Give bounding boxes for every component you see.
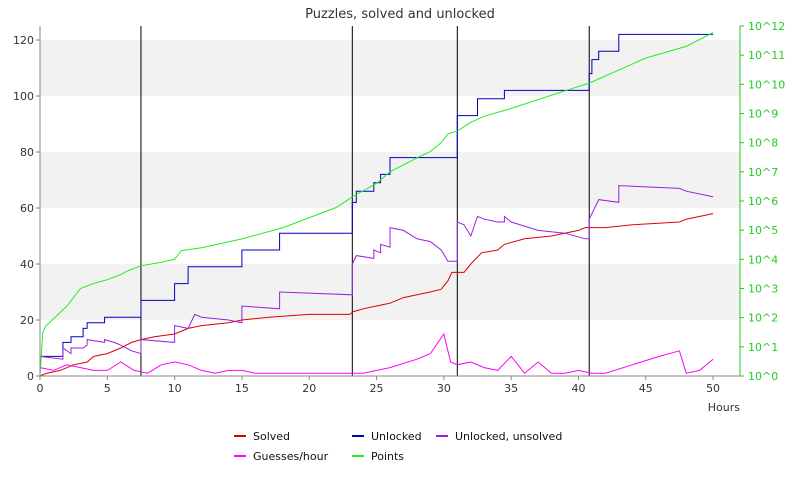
x-tick-label-10: 50 bbox=[706, 382, 720, 395]
x-axis-label: Hours bbox=[708, 401, 740, 414]
x-tick-label-4: 20 bbox=[302, 382, 316, 395]
y-tick-label-3: 60 bbox=[20, 202, 34, 215]
x-tick-label-9: 45 bbox=[639, 382, 653, 395]
series-line-guesses bbox=[39, 332, 714, 374]
y-tick-label-0: 0 bbox=[27, 370, 34, 383]
y2-axis-ticks: 10^0 10^1 10^2 10^3 10^4 10^5 10^6 10^7 10^8 10^9… bbox=[739, 20, 785, 383]
y2-tick-label-12: 10^12 bbox=[748, 20, 785, 33]
legend-label-unlocked_unsolved: Unlocked, unsolved bbox=[455, 430, 562, 443]
x-tick-label-8: 40 bbox=[571, 382, 585, 395]
y2-tick-label-6: 10^6 bbox=[748, 195, 778, 208]
legend-label-solved: Solved bbox=[253, 430, 290, 443]
y2-tick-label-10: 10^10 bbox=[748, 78, 785, 91]
grid-band-top bbox=[40, 26, 740, 40]
x-tick-label-0: 0 bbox=[37, 382, 44, 395]
y2-tick-label-8: 10^8 bbox=[748, 137, 778, 150]
y2-tick-label-4: 10^4 bbox=[748, 253, 778, 266]
y2-tick-label-2: 10^2 bbox=[748, 312, 778, 325]
x-tick-label-7: 35 bbox=[504, 382, 518, 395]
x-tick-label-2: 10 bbox=[168, 382, 182, 395]
y2-tick-label-7: 10^7 bbox=[748, 166, 778, 179]
y-tick-label-6: 120 bbox=[13, 34, 34, 47]
y2-tick-label-11: 10^11 bbox=[748, 49, 785, 62]
y-tick-label-1: 20 bbox=[20, 314, 34, 327]
chart-legend: Solved Unlocked Unlocked, unsolved Guesses/… bbox=[234, 430, 562, 463]
series-line-unlocked bbox=[40, 33, 714, 357]
x-tick-label-1: 5 bbox=[104, 382, 111, 395]
series-line-unlocked_unsolved bbox=[39, 185, 714, 360]
legend-label-guesses: Guesses/hour bbox=[253, 450, 329, 463]
x-tick-label-6: 30 bbox=[437, 382, 451, 395]
y-tick-label-5: 100 bbox=[13, 90, 34, 103]
y-axis-ticks: 0 20 40 60 80 100 120 bbox=[13, 34, 40, 383]
y-tick-label-2: 40 bbox=[20, 258, 34, 271]
legend-label-unlocked: Unlocked bbox=[371, 430, 422, 443]
series-lines bbox=[39, 32, 714, 377]
x-tick-label-3: 15 bbox=[235, 382, 249, 395]
series-line-solved bbox=[39, 213, 714, 377]
series-line-points bbox=[39, 32, 714, 377]
y2-tick-label-0: 10^0 bbox=[748, 370, 778, 383]
y2-tick-label-1: 10^1 bbox=[748, 341, 778, 354]
y2-tick-label-5: 10^5 bbox=[748, 224, 778, 237]
y2-tick-label-3: 10^3 bbox=[748, 283, 778, 296]
legend-label-points: Points bbox=[371, 450, 404, 463]
x-tick-label-5: 25 bbox=[370, 382, 384, 395]
grid-band-2 bbox=[40, 40, 740, 96]
y2-tick-label-9: 10^9 bbox=[748, 108, 778, 121]
y-tick-label-4: 80 bbox=[20, 146, 34, 159]
chart-title: Puzzles, solved and unlocked bbox=[305, 7, 495, 22]
grid-band-0 bbox=[40, 264, 740, 320]
x-axis-ticks: 0 5 10 15 20 25 30 35 40 45 50 bbox=[37, 376, 720, 395]
